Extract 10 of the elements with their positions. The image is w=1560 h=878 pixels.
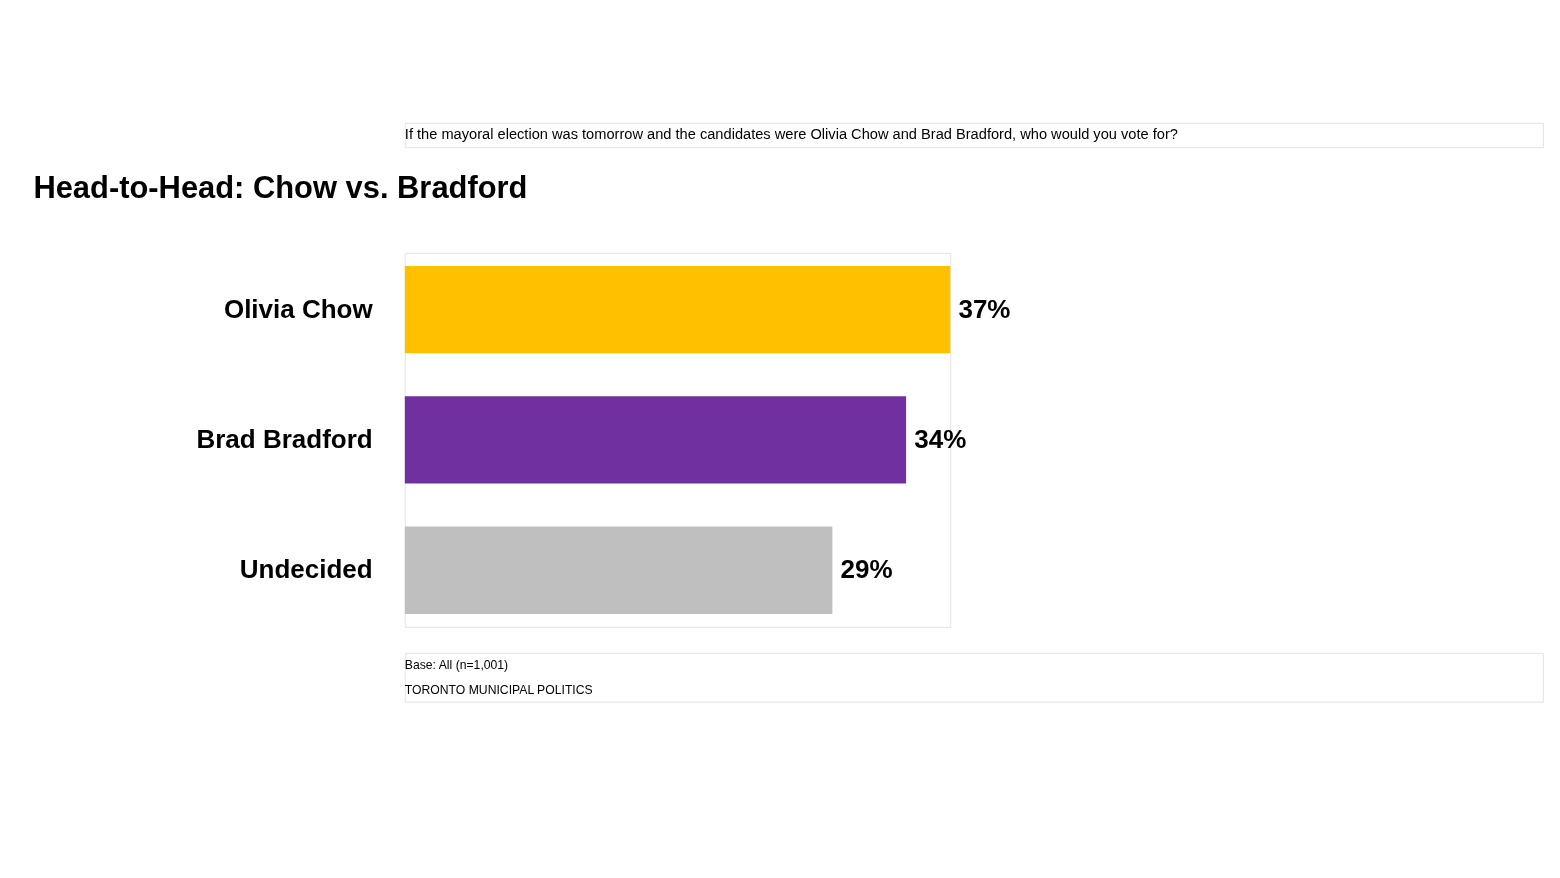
data-label: 37% <box>958 293 1011 324</box>
y-tick-label: Undecided <box>239 554 373 585</box>
text: Base: All (n=1,001) <box>404 658 509 673</box>
text: TORONTO MUNICIPAL POLITICS <box>404 682 593 697</box>
y-tick-label: Olivia Chow <box>223 293 374 324</box>
chart-subtitle: If the mayoral election was tomorrow and the candidates were Olivia Chow and Brad Bradford, who would you vote for? <box>404 126 1178 143</box>
chart-title: Head-to-Head: Chow vs. Bradford <box>33 169 528 205</box>
data-label: 34% <box>914 424 967 455</box>
y-tick-label: Brad Bradford <box>196 424 373 455</box>
data-label: 29% <box>840 554 893 585</box>
